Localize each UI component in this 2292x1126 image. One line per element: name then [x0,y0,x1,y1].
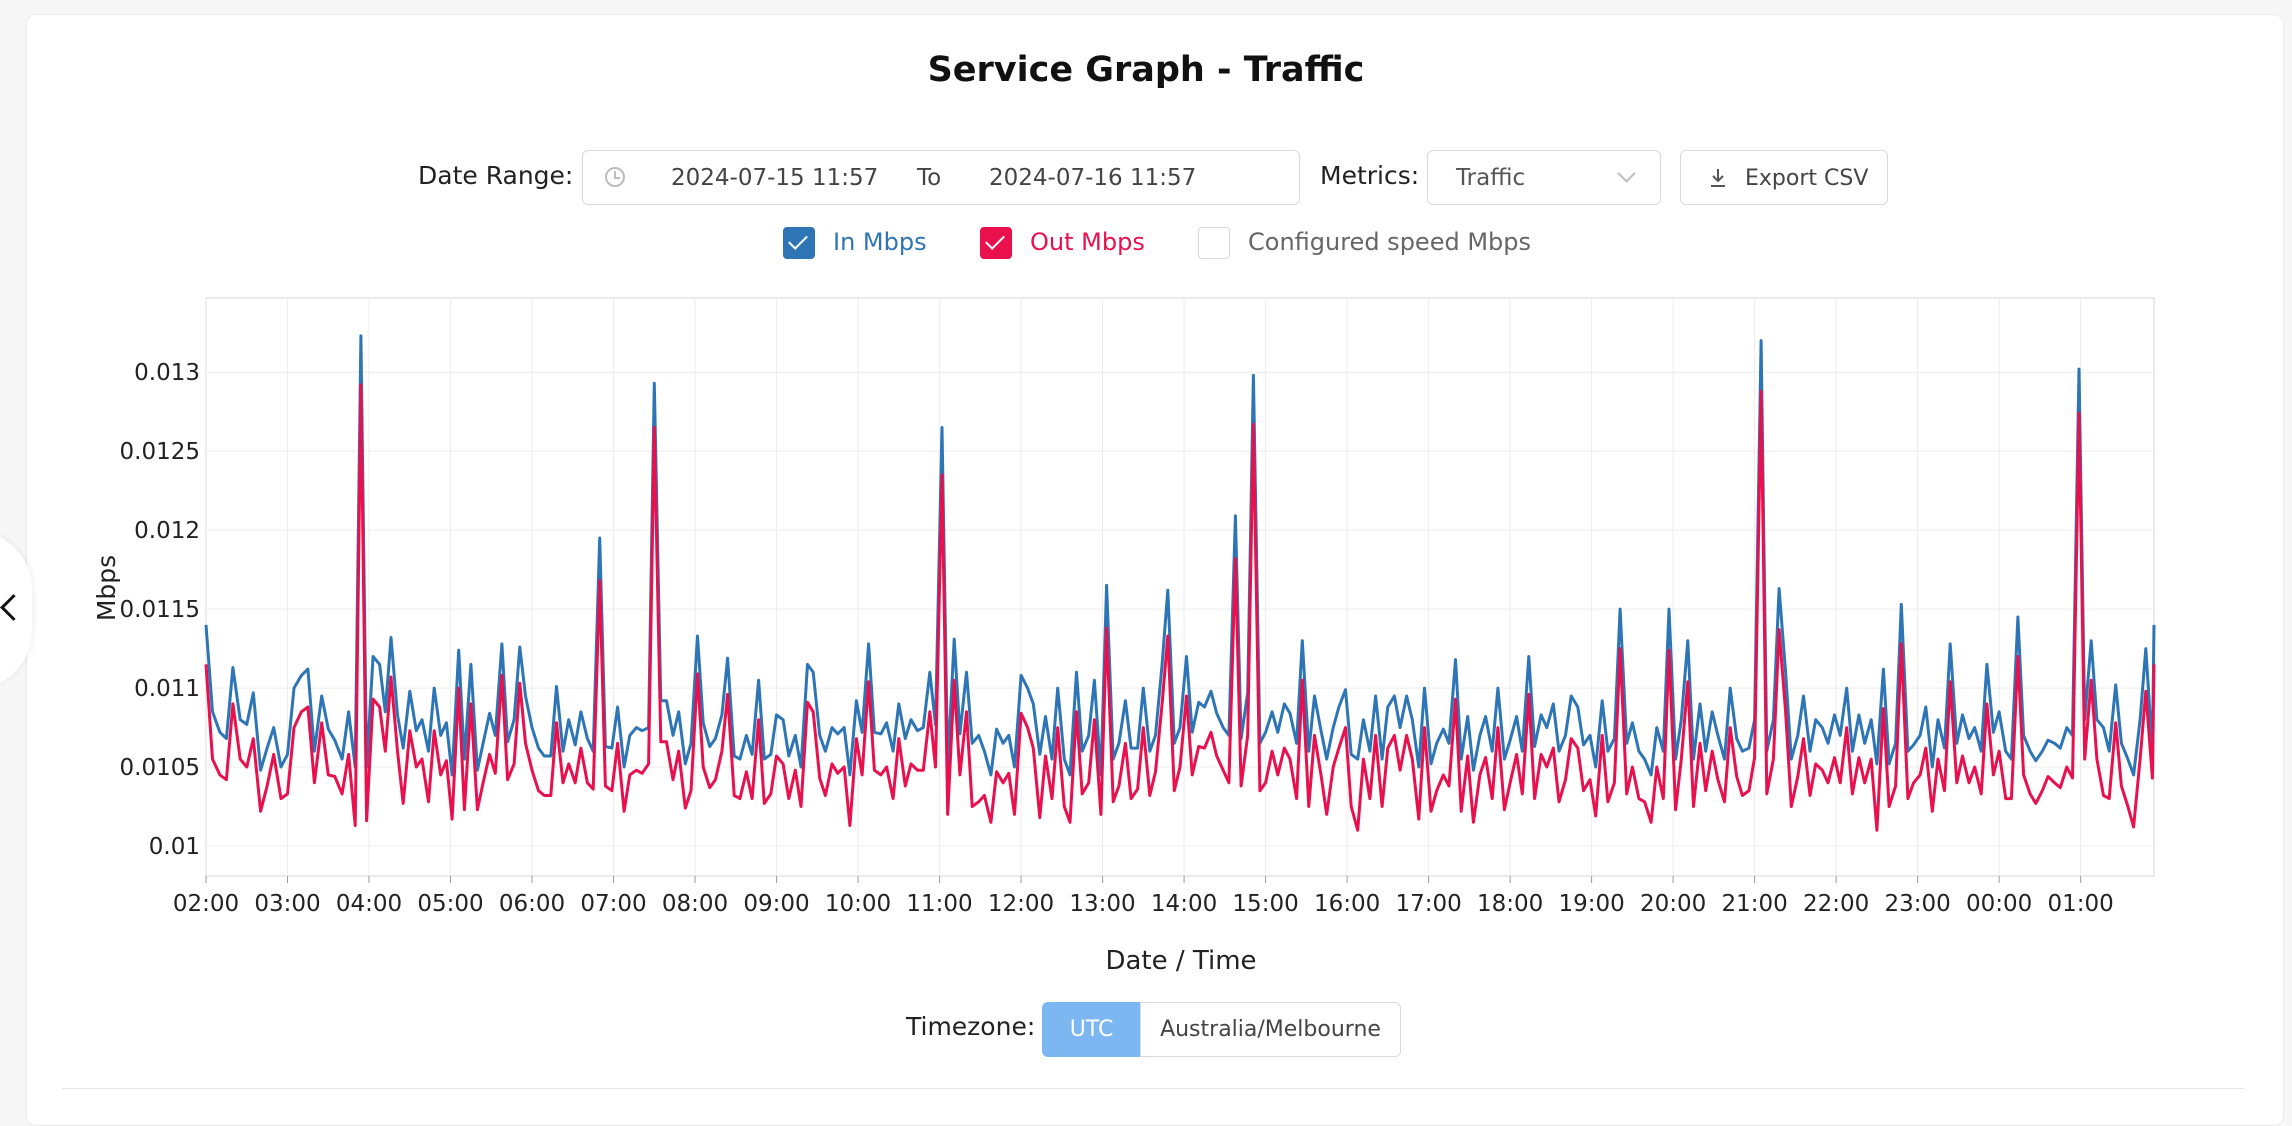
metrics-select-value: Traffic [1456,165,1526,191]
to-label: To [917,165,942,191]
x-tick-label: 01:00 [2047,891,2113,917]
x-tick-label: 09:00 [743,891,809,917]
x-tick-label: 23:00 [1884,891,1950,917]
x-tick-label: 07:00 [580,891,646,917]
x-tick-label: 11:00 [906,891,972,917]
divider [62,1088,2244,1089]
y-tick-label: 0.013 [134,360,200,386]
x-tick-label: 00:00 [1966,891,2032,917]
x-tick-label: 18:00 [1477,891,1543,917]
plot-area [205,297,2155,877]
metrics-select[interactable]: Traffic [1427,150,1661,205]
in-mbps-checkbox[interactable] [783,227,815,259]
download-icon [1711,169,1725,187]
export-csv-label: Export CSV [1745,166,1869,191]
x-tick-label: 10:00 [825,891,891,917]
timezone-utc-button[interactable]: UTC [1042,1002,1141,1057]
y-axis-label: Mbps [92,555,121,621]
x-tick-label: 02:00 [173,891,239,917]
traffic-line-chart: 0.01 0.0105 0.011 0.0115 0.012 0.0125 0.013 02… [92,297,2156,976]
x-tick-label: 06:00 [499,891,565,917]
date-range-label: Date Range: [418,161,574,190]
y-tick-label: 0.011 [134,676,200,702]
x-tick-label: 17:00 [1395,891,1461,917]
x-tick-label: 19:00 [1558,891,1624,917]
metrics-label: Metrics: [1320,161,1420,190]
timezone-melbourne-button[interactable]: Australia/Melbourne [1140,1002,1401,1057]
date-range-picker[interactable]: 2024-07-15 11:57 To 2024-07-16 11:57 [582,150,1300,205]
page-title: Service Graph - Traffic [927,50,1365,90]
series-line-in-mbps [204,334,2156,777]
legend-label: Configured speed Mbps [1248,228,1531,256]
series-line-out-mbps [204,383,2156,832]
legend-label: In Mbps [833,228,927,256]
x-tick-label: 20:00 [1640,891,1706,917]
configured-speed-checkbox[interactable] [1198,227,1230,259]
x-tick-label: 04:00 [336,891,402,917]
x-tick-label: 16:00 [1314,891,1380,917]
x-tick-label: 21:00 [1721,891,1787,917]
clock-icon [605,167,625,187]
x-tick-label: 08:00 [662,891,728,917]
x-axis-label: Date / Time [1105,946,1256,976]
x-tick-label: 22:00 [1803,891,1869,917]
y-tick-label: 0.01 [149,834,200,860]
x-tick-label: 03:00 [254,891,320,917]
x-tick-label: 15:00 [1232,891,1298,917]
y-tick-label: 0.012 [134,518,200,544]
legend-label: Out Mbps [1030,228,1145,256]
y-tick-label: 0.0115 [120,597,200,623]
x-tick-label: 12:00 [988,891,1054,917]
start-date-input[interactable]: 2024-07-15 11:57 [671,165,879,191]
x-tick-label: 05:00 [417,891,483,917]
out-mbps-checkbox[interactable] [980,227,1012,259]
y-tick-label: 0.0105 [120,755,200,781]
end-date-input[interactable]: 2024-07-16 11:57 [989,165,1197,191]
x-tick-label: 13:00 [1069,891,1135,917]
x-tick-label: 14:00 [1151,891,1217,917]
y-tick-label: 0.0125 [120,439,200,465]
timezone-label: Timezone: [906,1012,1036,1041]
export-csv-button[interactable]: Export CSV [1680,150,1888,205]
